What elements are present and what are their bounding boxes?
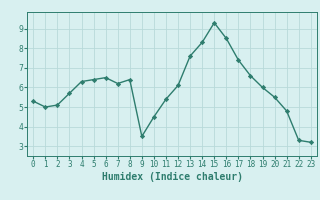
X-axis label: Humidex (Indice chaleur): Humidex (Indice chaleur) — [101, 172, 243, 182]
